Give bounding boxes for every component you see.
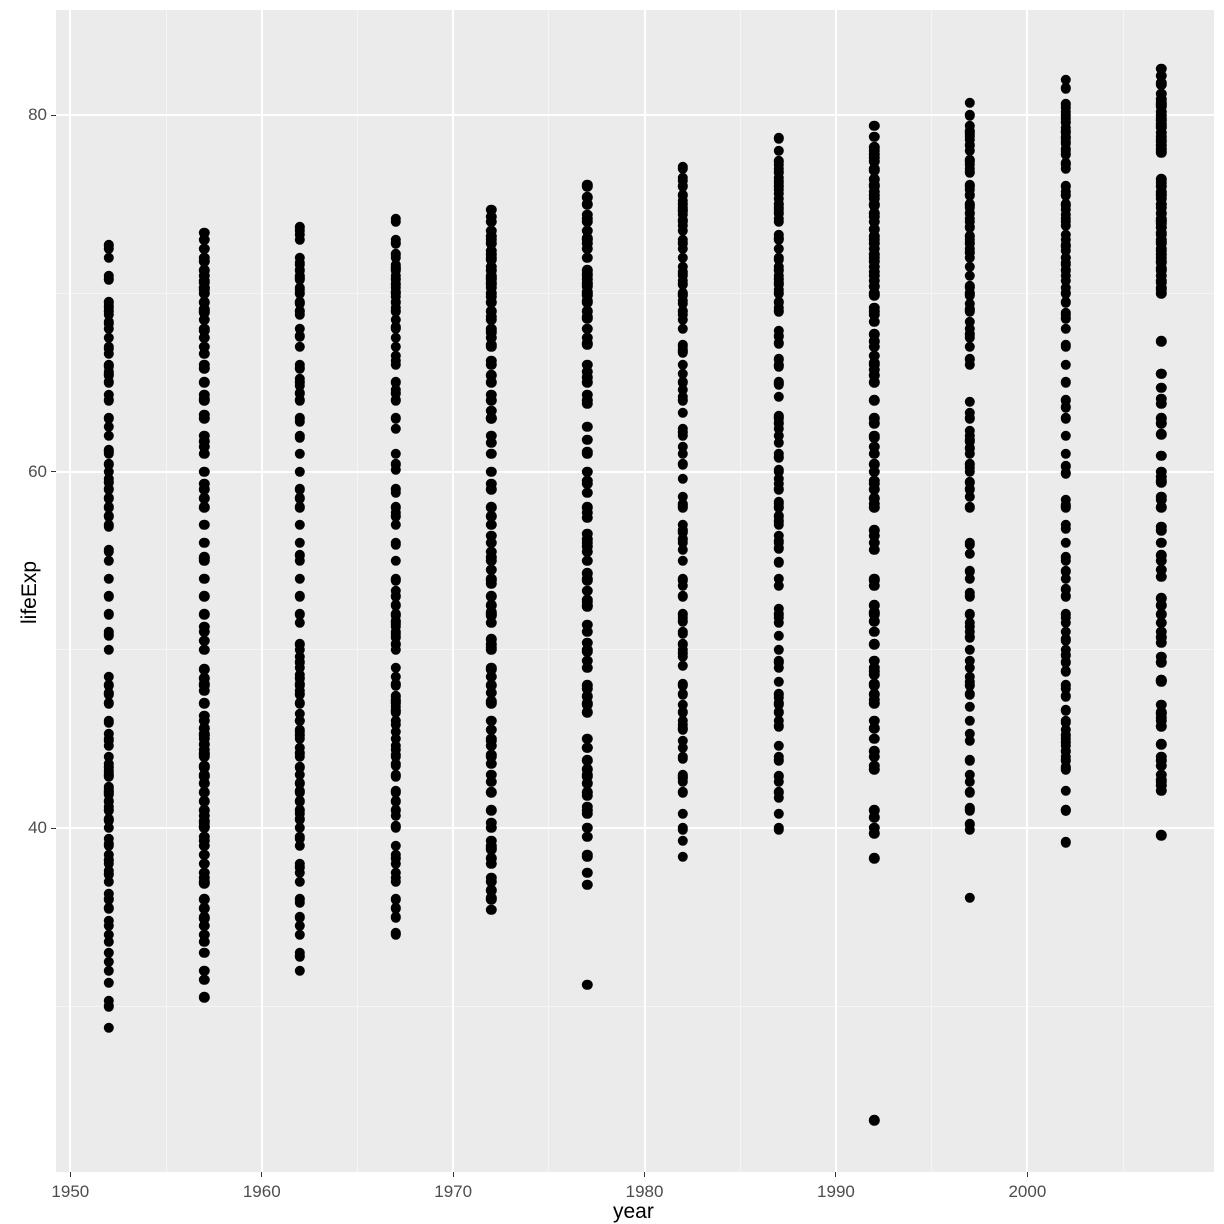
y-tick-label: 80: [28, 105, 47, 125]
x-tick-label: 1980: [625, 1182, 665, 1202]
x-tick-label: 2000: [1007, 1182, 1047, 1202]
scatter-chart: 1950 1960 1970 1980 1990 2000 40 60 80 year life…: [0, 0, 1224, 1224]
x-axis-title: year: [613, 1200, 654, 1224]
y-tick-label: 60: [28, 462, 47, 482]
y-tick-label: 40: [28, 818, 47, 838]
x-tick-label: 1950: [50, 1182, 90, 1202]
x-tick-label: 1970: [433, 1182, 473, 1202]
panel-background: [56, 10, 1214, 1172]
x-tick-label: 1990: [816, 1182, 856, 1202]
y-axis-title: lifeExp: [18, 561, 42, 624]
x-tick-label: 1960: [242, 1182, 282, 1202]
